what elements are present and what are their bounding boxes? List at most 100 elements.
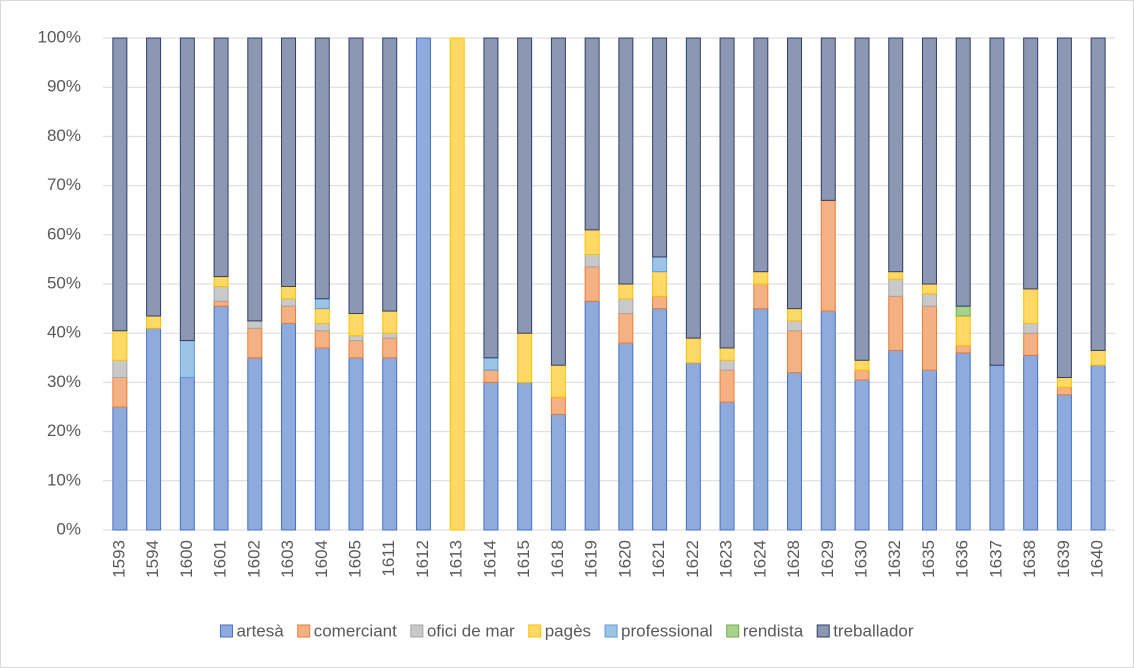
bar-segment [314, 330, 330, 349]
x-tick-label: 1618 [548, 540, 567, 578]
y-tick-label: 20% [47, 421, 81, 440]
bar-segment [550, 413, 566, 531]
legend-label: artesà [236, 621, 284, 640]
legend-swatch [726, 624, 740, 638]
x-tick-label: 1614 [480, 540, 499, 578]
bar-segment [719, 401, 735, 531]
legend-swatch [816, 624, 830, 638]
bar-segment [517, 332, 533, 383]
bar-segment [112, 406, 128, 531]
legend-swatch [410, 624, 424, 638]
bar-segment [112, 376, 128, 408]
x-tick-label: 1594 [143, 540, 162, 578]
bar-segment [179, 376, 195, 531]
bar-segment [1023, 354, 1039, 531]
bar-segment [1023, 37, 1039, 290]
bar-segment [584, 266, 600, 302]
bar-segment [146, 37, 162, 317]
bar-segment [213, 285, 229, 302]
legend-label: professional [621, 621, 713, 640]
y-tick-label: 40% [47, 323, 81, 342]
bar-segment [112, 359, 128, 378]
bar-segment [820, 199, 836, 312]
bar-segment [483, 381, 499, 531]
bar-segment [888, 349, 904, 531]
bar-segment [753, 37, 769, 273]
bar-segment [1056, 37, 1072, 378]
bar-segment [382, 357, 398, 531]
bar-segment [281, 305, 297, 324]
bar-segment [618, 283, 634, 300]
bar-segment [314, 322, 330, 332]
legend-label: rendista [743, 621, 804, 640]
bar-segment [348, 357, 364, 531]
bar-segment [820, 37, 836, 201]
bar-segment [787, 308, 803, 322]
bar-segment [854, 37, 870, 361]
bar-segment [618, 313, 634, 344]
bar-segment [618, 298, 634, 315]
bar-segment [382, 310, 398, 334]
bar-segment [348, 37, 364, 315]
bar-segment [584, 253, 600, 268]
bar-segment [550, 396, 566, 415]
bar-segment [146, 327, 162, 531]
x-tick-label: 1600 [177, 540, 196, 578]
bar-segment [1023, 332, 1039, 356]
bar-segment [787, 372, 803, 531]
bar-segment [281, 322, 297, 531]
x-tick-label: 1622 [683, 540, 702, 578]
bar-segment [550, 37, 566, 366]
bar-segment [685, 37, 701, 339]
bar-segment [483, 369, 499, 383]
x-tick-label: 1605 [345, 540, 364, 578]
x-tick-label: 1629 [818, 540, 837, 578]
legend-label: treballador [833, 621, 914, 640]
y-tick-label: 80% [47, 126, 81, 145]
bar-segment [247, 357, 263, 531]
bar-segment [483, 37, 499, 359]
bar-segment [955, 315, 971, 347]
bar-segment [685, 362, 701, 531]
bar-segment [584, 229, 600, 255]
x-tick-label: 1619 [582, 540, 601, 578]
bar-segment [179, 37, 195, 342]
x-tick-label: 1637 [986, 540, 1005, 578]
bar-segment [955, 37, 971, 307]
bar-segment [213, 300, 229, 307]
x-tick-label: 1611 [379, 540, 398, 577]
bar-segment [888, 271, 904, 280]
x-tick-label: 1612 [413, 540, 432, 578]
bar-segment [888, 278, 904, 297]
bar-segment [179, 340, 195, 378]
bar-segment [1023, 322, 1039, 334]
bar-segment [584, 37, 600, 231]
legend-label: ofici de mar [427, 621, 515, 640]
bar-segment [281, 285, 297, 300]
bar-segment [888, 37, 904, 273]
bar-segment [921, 37, 937, 285]
bar-segment [921, 283, 937, 295]
x-tick-label: 1603 [278, 540, 297, 578]
x-tick-label: 1632 [885, 540, 904, 578]
bar-segment [753, 283, 769, 310]
bar-segment [854, 379, 870, 531]
bar-segment [1056, 394, 1072, 531]
y-tick-label: 100% [38, 27, 81, 46]
bar-segment [652, 256, 668, 273]
y-tick-label: 10% [47, 470, 81, 489]
x-tick-label: 1604 [312, 540, 331, 578]
x-tick-label: 1640 [1088, 540, 1107, 578]
x-tick-label: 1615 [514, 540, 533, 578]
bar-segment [382, 37, 398, 312]
bar-segment [281, 298, 297, 307]
bar-segment [415, 37, 431, 531]
bar-segment [213, 305, 229, 531]
legend-swatch [528, 624, 542, 638]
x-tick-label: 1613 [447, 540, 466, 578]
bar-segment [449, 37, 465, 531]
bar-segment [517, 37, 533, 334]
bar-segment [584, 300, 600, 531]
x-tick-label: 1601 [211, 540, 230, 578]
